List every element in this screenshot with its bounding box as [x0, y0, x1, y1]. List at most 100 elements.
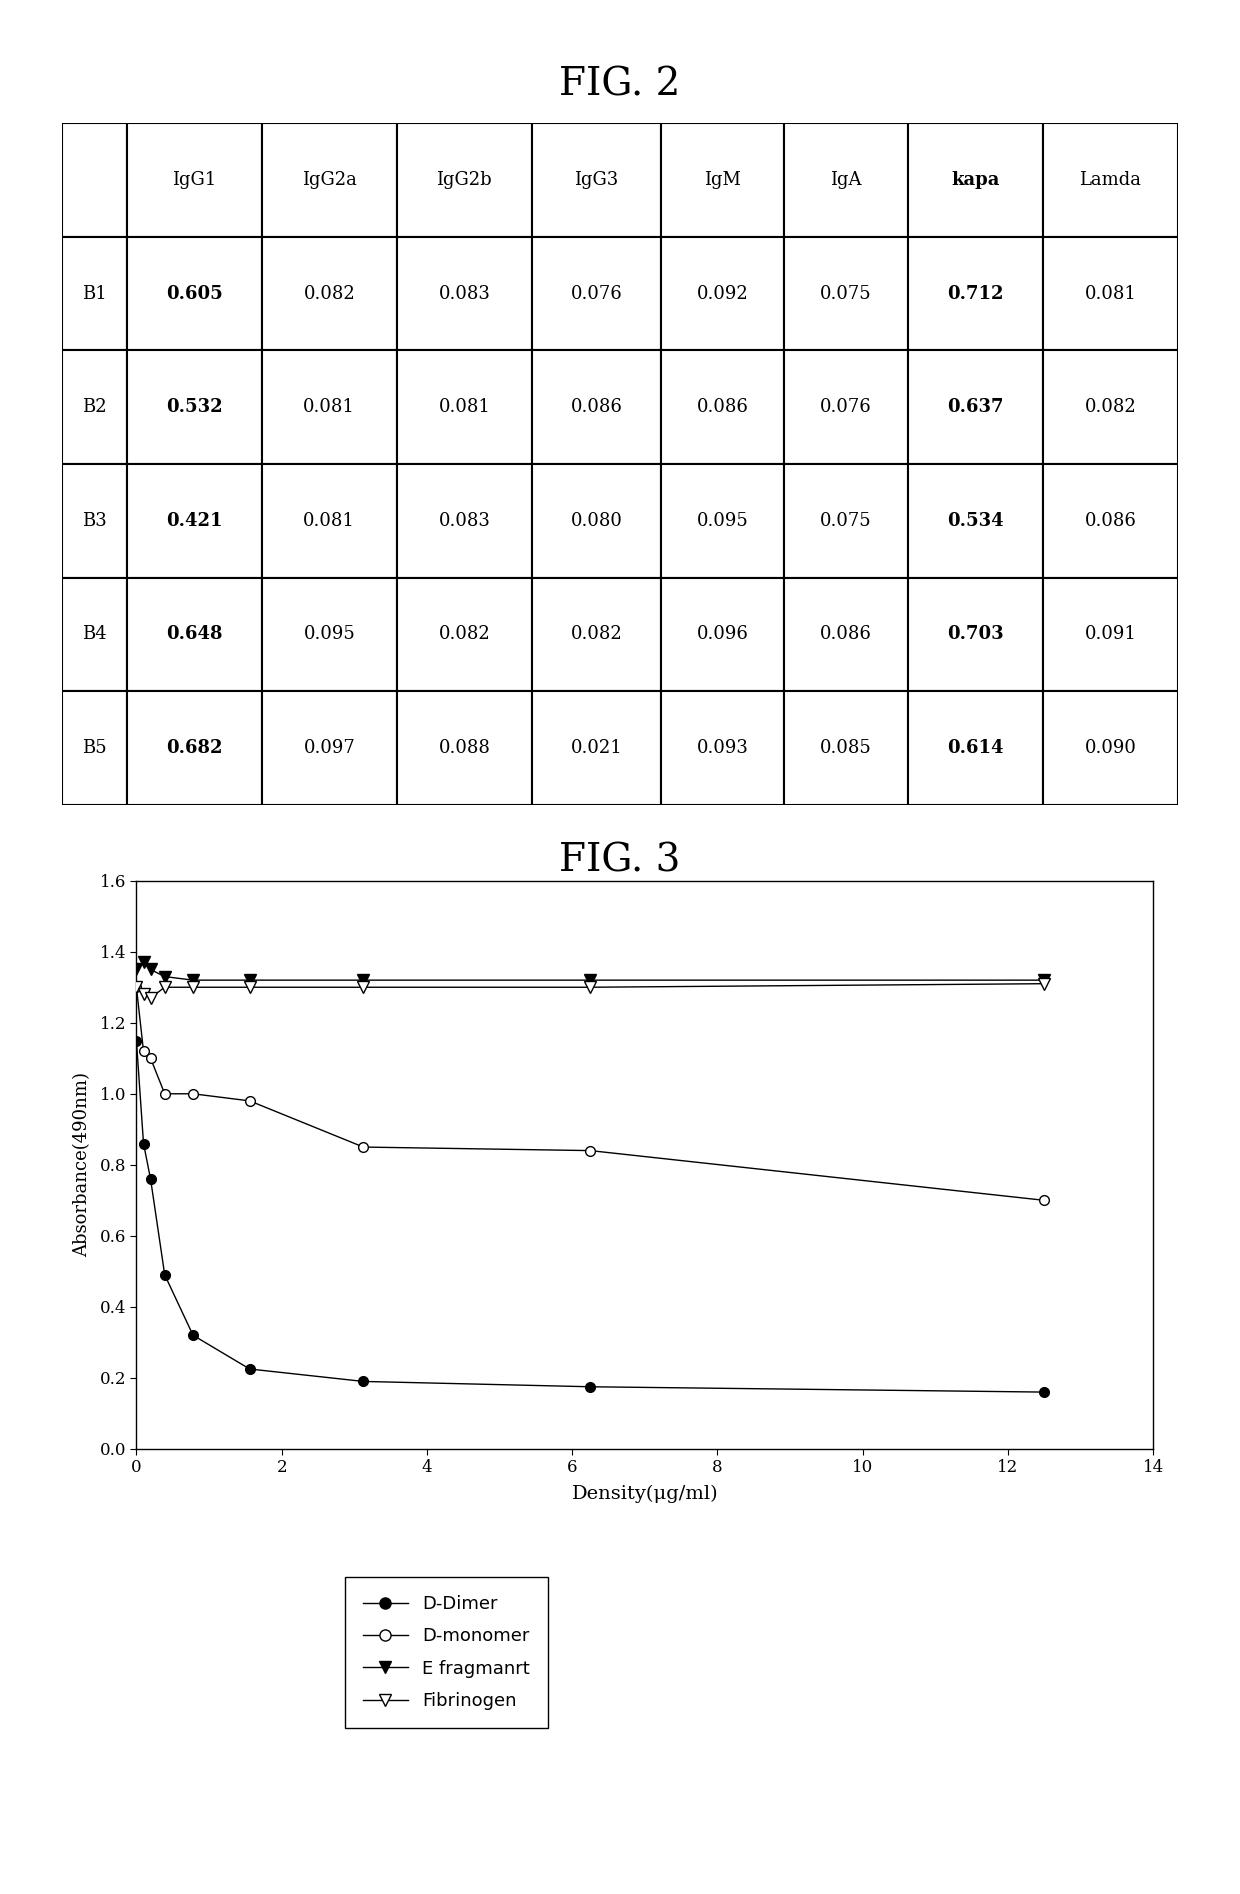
Text: 0.095: 0.095 [304, 625, 355, 644]
Text: 0.082: 0.082 [1085, 398, 1136, 417]
Y-axis label: Absorbance(490nm): Absorbance(490nm) [73, 1072, 92, 1258]
Text: 0.086: 0.086 [570, 398, 622, 417]
Text: Lamda: Lamda [1080, 170, 1142, 189]
Text: 0.085: 0.085 [821, 739, 872, 758]
Text: 0.083: 0.083 [439, 284, 490, 303]
Bar [908, 578, 1043, 691]
Text: 0.534: 0.534 [947, 511, 1003, 530]
Bar [532, 123, 661, 237]
Bar [661, 464, 785, 578]
Text: 0.092: 0.092 [697, 284, 749, 303]
Bar [1043, 464, 1178, 578]
Text: 0.614: 0.614 [947, 739, 1003, 758]
Text: 0.096: 0.096 [697, 625, 749, 644]
Text: IgM: IgM [704, 170, 742, 189]
Text: 0.076: 0.076 [570, 284, 622, 303]
Bar [397, 691, 532, 805]
Text: 0.090: 0.090 [1085, 739, 1136, 758]
Bar [262, 123, 397, 237]
Bar [532, 350, 661, 464]
Text: 0.095: 0.095 [697, 511, 749, 530]
Bar [1043, 350, 1178, 464]
Text: 0.682: 0.682 [166, 739, 222, 758]
Bar [397, 350, 532, 464]
Text: 0.082: 0.082 [570, 625, 622, 644]
Bar [397, 123, 532, 237]
Bar [397, 578, 532, 691]
Text: 0.712: 0.712 [947, 284, 1003, 303]
Text: FIG. 3: FIG. 3 [559, 843, 681, 881]
Text: 0.081: 0.081 [439, 398, 490, 417]
Text: 0.093: 0.093 [697, 739, 749, 758]
Text: B1: B1 [82, 284, 107, 303]
Text: 0.082: 0.082 [439, 625, 490, 644]
Text: IgG2a: IgG2a [301, 170, 357, 189]
Bar [126, 578, 262, 691]
Text: 0.081: 0.081 [304, 398, 355, 417]
Bar [1043, 691, 1178, 805]
Text: 0.532: 0.532 [166, 398, 222, 417]
Text: 0.086: 0.086 [820, 625, 872, 644]
Text: B4: B4 [82, 625, 107, 644]
Bar [126, 123, 262, 237]
Bar [262, 578, 397, 691]
Bar [62, 350, 126, 464]
Bar [532, 691, 661, 805]
Bar [661, 237, 785, 350]
Text: IgA: IgA [831, 170, 862, 189]
Bar [262, 350, 397, 464]
Bar [126, 350, 262, 464]
Bar [532, 578, 661, 691]
Text: 0.637: 0.637 [947, 398, 1003, 417]
Bar [262, 691, 397, 805]
Legend: D-Dimer, D-monomer, E fragmanrt, Fibrinogen: D-Dimer, D-monomer, E fragmanrt, Fibrino… [345, 1578, 548, 1727]
Bar [126, 464, 262, 578]
Bar [661, 578, 785, 691]
Text: 0.081: 0.081 [1085, 284, 1136, 303]
Text: 0.082: 0.082 [304, 284, 355, 303]
Bar [661, 350, 785, 464]
Text: 0.081: 0.081 [304, 511, 355, 530]
Bar [785, 691, 908, 805]
Text: FIG. 2: FIG. 2 [559, 66, 681, 104]
Bar [785, 123, 908, 237]
Bar [62, 691, 126, 805]
Bar [62, 578, 126, 691]
Text: 0.075: 0.075 [821, 284, 872, 303]
Bar [785, 464, 908, 578]
Text: 0.086: 0.086 [697, 398, 749, 417]
Bar [1043, 123, 1178, 237]
Bar [126, 237, 262, 350]
Bar [62, 123, 126, 237]
Text: 0.076: 0.076 [821, 398, 872, 417]
Bar [908, 123, 1043, 237]
Text: IgG2b: IgG2b [436, 170, 492, 189]
Bar [908, 237, 1043, 350]
Text: 0.083: 0.083 [439, 511, 490, 530]
Bar [62, 464, 126, 578]
Text: 0.088: 0.088 [439, 739, 490, 758]
Text: 0.080: 0.080 [570, 511, 622, 530]
Text: 0.091: 0.091 [1085, 625, 1136, 644]
Text: 0.703: 0.703 [947, 625, 1003, 644]
Text: kapa: kapa [951, 170, 999, 189]
Bar [785, 237, 908, 350]
Text: 0.086: 0.086 [1085, 511, 1136, 530]
Text: IgG3: IgG3 [574, 170, 619, 189]
Bar [532, 464, 661, 578]
Text: 0.421: 0.421 [166, 511, 222, 530]
Bar [908, 350, 1043, 464]
Text: 0.648: 0.648 [166, 625, 222, 644]
Text: B2: B2 [82, 398, 107, 417]
Bar [62, 237, 126, 350]
Bar [397, 237, 532, 350]
Text: 0.075: 0.075 [821, 511, 872, 530]
Bar [785, 578, 908, 691]
Bar [397, 464, 532, 578]
Bar [908, 464, 1043, 578]
Text: IgG1: IgG1 [172, 170, 216, 189]
Bar [908, 691, 1043, 805]
Text: 0.021: 0.021 [570, 739, 622, 758]
Bar [532, 237, 661, 350]
Bar [661, 691, 785, 805]
